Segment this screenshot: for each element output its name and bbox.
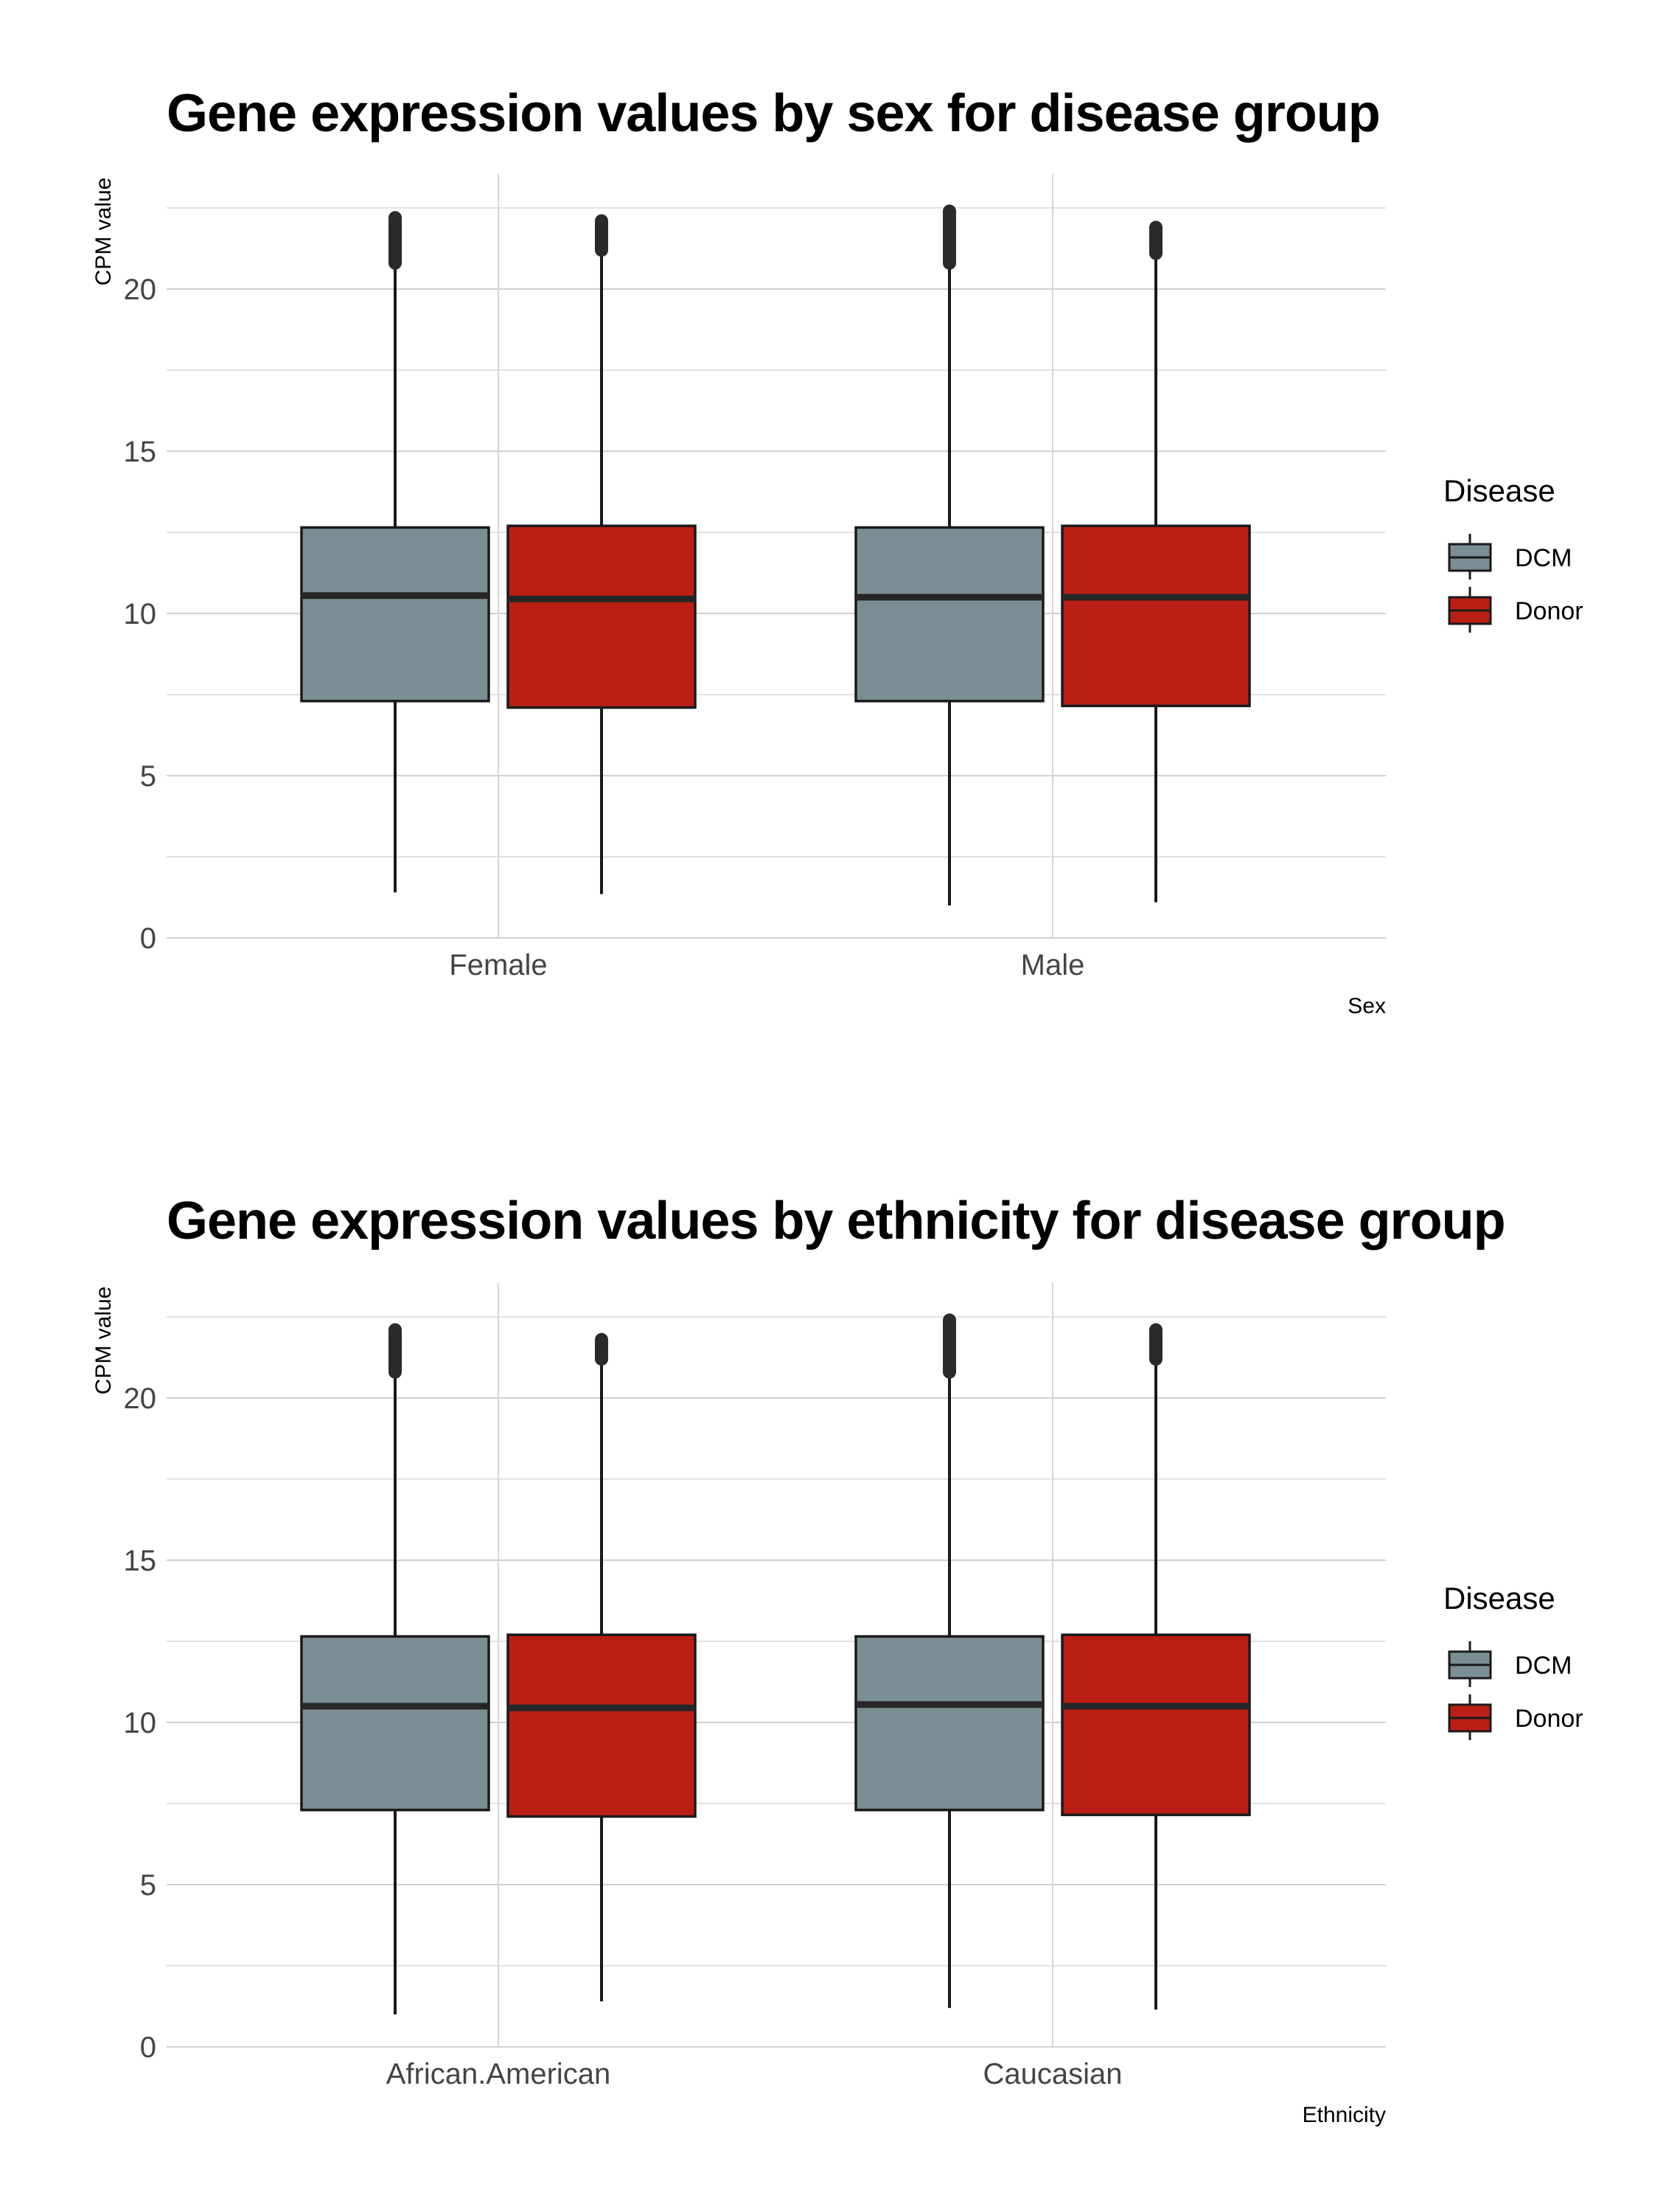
outlier-points <box>943 204 956 270</box>
legend-label: Donor <box>1515 597 1583 625</box>
x-tick-label: African.American <box>386 2058 611 2090</box>
legend-key-donor <box>1448 1694 1492 1740</box>
box-body <box>506 1633 697 1818</box>
outlier-point <box>388 1323 402 1337</box>
outlier-point <box>1149 1323 1163 1337</box>
y-axis-title: CPM value <box>91 178 116 286</box>
box-body <box>1061 1633 1251 1817</box>
legend-label: DCM <box>1515 544 1572 572</box>
outlier-points <box>943 1313 956 1379</box>
box-body <box>1061 524 1251 708</box>
outlier-points <box>388 1323 402 1379</box>
x-axis-title: Sex <box>1348 994 1386 1018</box>
box-dcm-african-american <box>300 1323 490 2014</box>
box-donor-african-american <box>506 1332 697 2002</box>
y-tick-label: 5 <box>140 1869 156 1902</box>
outlier-points <box>595 214 608 257</box>
series-donor <box>506 214 1251 902</box>
chart-panel-1: Gene expression values by ethnicity for … <box>91 1192 1583 2127</box>
chart-title: Gene expression values by sex for diseas… <box>167 84 1380 143</box>
legend-key-donor <box>1448 587 1492 633</box>
x-tick-label: Caucasian <box>983 2058 1122 2090</box>
y-tick-label: 5 <box>140 760 156 793</box>
box-donor-female <box>506 214 697 894</box>
outlier-points <box>595 1332 608 1366</box>
outlier-point <box>943 1313 956 1327</box>
legend-key-dcm <box>1448 1641 1492 1687</box>
outlier-point <box>1149 220 1163 234</box>
legend: Disease DCM Donor <box>1443 1581 1583 1740</box>
outlier-point <box>595 214 608 228</box>
legend-label: Donor <box>1515 1705 1583 1733</box>
y-tick-label: 20 <box>124 274 157 306</box>
x-tick-label: Male <box>1021 949 1085 981</box>
box-body <box>854 1635 1045 1812</box>
box-dcm-male <box>854 204 1045 905</box>
chart-title: Gene expression values by ethnicity for … <box>167 1192 1505 1251</box>
y-tick-label: 0 <box>140 922 156 955</box>
box-body <box>300 1635 490 1812</box>
series-dcm <box>300 204 1045 905</box>
box-donor-male <box>1061 220 1251 902</box>
legend: Disease DCM Donor <box>1443 473 1583 633</box>
y-tick-label: 0 <box>140 2031 156 2064</box>
legend-key-dcm <box>1448 534 1492 580</box>
outlier-point <box>943 204 956 218</box>
series-donor <box>506 1323 1251 2010</box>
x-tick-label: Female <box>449 949 547 981</box>
legend-title: Disease <box>1443 473 1555 508</box>
series-dcm <box>300 1313 1045 2014</box>
y-axis-title: CPM value <box>91 1287 116 1395</box>
outlier-point <box>388 211 402 225</box>
outlier-points <box>1149 220 1163 260</box>
chart-panel-0: Gene expression values by sex for diseas… <box>91 84 1583 1018</box>
y-tick-label: 15 <box>124 1545 157 1577</box>
box-body <box>300 526 490 703</box>
legend-title: Disease <box>1443 1581 1555 1615</box>
box-body <box>506 524 697 709</box>
y-tick-label: 15 <box>124 436 157 468</box>
box-body <box>854 526 1045 703</box>
box-donor-caucasian <box>1061 1323 1251 2010</box>
x-axis-title: Ethnicity <box>1303 2103 1386 2127</box>
outlier-point <box>595 1332 608 1346</box>
outlier-points <box>388 211 402 270</box>
legend-label: DCM <box>1515 1652 1572 1680</box>
box-dcm-caucasian <box>854 1313 1045 2008</box>
box-dcm-female <box>300 211 490 893</box>
y-tick-label: 10 <box>124 598 157 630</box>
y-tick-label: 20 <box>124 1382 157 1415</box>
y-tick-label: 10 <box>124 1707 157 1739</box>
outlier-points <box>1149 1323 1163 1366</box>
